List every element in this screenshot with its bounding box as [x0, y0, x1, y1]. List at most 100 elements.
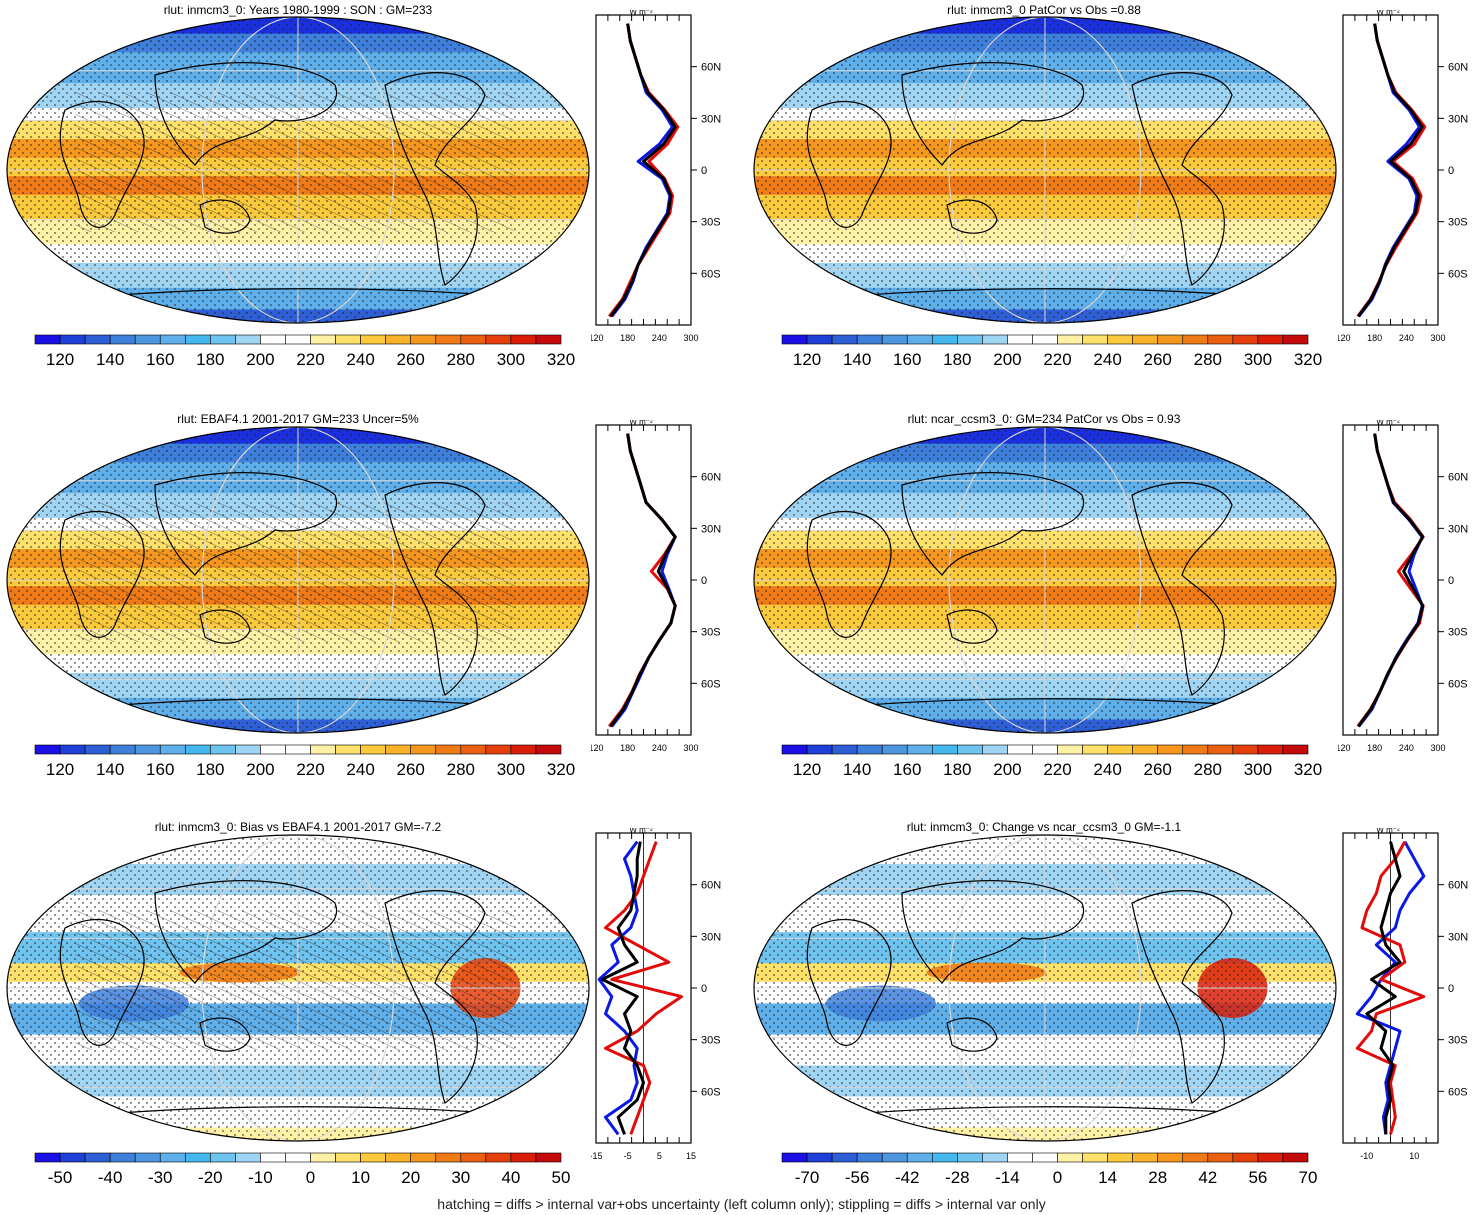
colorbar-swatch — [109, 334, 136, 345]
colorbar-swatch — [435, 334, 462, 345]
colorbar-tick-label: 40 — [501, 1168, 520, 1187]
colorbar-tick-label: 160 — [146, 350, 174, 369]
colorbar-tick-label: 320 — [1294, 350, 1322, 369]
map-panel: -70 -56 -42 -28 -14 0 14 28 42 56 70 — [753, 834, 1337, 1187]
colorbar-swatch — [1207, 1152, 1234, 1163]
colorbar-tick-label: 200 — [246, 760, 274, 779]
profile-series-blue — [1355, 840, 1426, 1135]
colorbar-swatch — [59, 744, 86, 755]
colorbar-tick-label: 260 — [1144, 350, 1172, 369]
latitude-tick-label: 30N — [1448, 113, 1468, 125]
colorbar-swatch — [1207, 334, 1234, 345]
colorbar-swatch — [460, 1152, 487, 1163]
colorbar-swatch — [1207, 744, 1234, 755]
zonal-profile: W m⁻² 60N 30N 0 30S 60S -10 10 — [1342, 828, 1468, 1161]
colorbar-swatch — [1132, 1152, 1159, 1163]
colorbar-swatch — [781, 744, 808, 755]
colorbar-swatch — [957, 744, 983, 755]
colorbar-swatch — [360, 334, 386, 345]
zonal-profile: W m⁻² 60N 30N 0 30S 60S 120 180 240 300 — [591, 10, 721, 343]
colorbar-swatch — [435, 744, 462, 755]
latitude-tick-label: 60N — [1448, 62, 1468, 74]
colorbar-swatch — [1032, 744, 1058, 755]
zonal-profile: W m⁻² 60N 30N 0 30S 60S 120 180 240 300 — [1338, 420, 1468, 753]
profile-series-red — [1356, 23, 1427, 318]
colorbar-tick-label: 240 — [346, 760, 374, 779]
colorbar-swatch — [881, 334, 908, 345]
profile-series-black — [1357, 433, 1425, 728]
colorbar-swatch — [1257, 334, 1284, 345]
colorbar-tick-label: 56 — [1248, 1168, 1267, 1187]
colorbar-swatch — [881, 744, 908, 755]
latitude-tick-label: 30S — [701, 217, 721, 229]
colorbar-swatch — [781, 334, 808, 345]
latitude-tick-label: 60S — [1448, 1086, 1468, 1098]
colorbar-swatch — [1057, 334, 1083, 345]
colorbar-swatch — [1157, 1152, 1184, 1163]
latitude-tick-label: 60S — [701, 268, 721, 280]
profile-tick-label: 180 — [620, 743, 635, 753]
colorbar-swatch — [235, 334, 261, 345]
colorbar-swatch — [1107, 334, 1133, 345]
profile-tick-label: 300 — [1430, 743, 1445, 753]
zonal-profile: W m⁻² 60N 30N 0 30S 60S -15 -5 5 15 — [591, 828, 721, 1161]
colorbar-swatch — [1032, 1152, 1058, 1163]
colorbar-tick-label: 160 — [893, 350, 921, 369]
colorbar-tick-label: 320 — [547, 760, 575, 779]
colorbar-tick-label: 300 — [497, 350, 525, 369]
colorbar-swatch — [410, 1152, 437, 1163]
map-title: rlut: inmcm3_0: Change vs ncar_ccsm3_0 G… — [906, 820, 1182, 834]
colorbar-swatch — [806, 334, 833, 345]
colorbar-tick-label: 140 — [843, 760, 871, 779]
colorbar-tick-label: 220 — [296, 760, 324, 779]
footer-caption: hatching = diffs > internal var+obs unce… — [437, 1196, 1046, 1212]
colorbar-tick-label: 240 — [346, 350, 374, 369]
colorbar-swatch — [931, 1152, 958, 1163]
profile-tick-label: 240 — [1399, 333, 1414, 343]
colorbar-tick-label: 220 — [1043, 760, 1071, 779]
colorbar-swatch — [1282, 744, 1309, 755]
latitude-tick-label: 30S — [701, 627, 721, 639]
colorbar-tick-label: 50 — [552, 1168, 571, 1187]
colorbar-tick-label: 0 — [1053, 1168, 1062, 1187]
colorbar-tick-label: 260 — [1144, 760, 1172, 779]
colorbar-swatch — [510, 744, 537, 755]
colorbar-swatch — [1232, 1152, 1259, 1163]
colorbar-tick-label: 240 — [1093, 350, 1121, 369]
colorbar-swatch — [1082, 334, 1108, 345]
profile-units-label: W m⁻² — [629, 828, 653, 835]
colorbar-swatch — [831, 334, 858, 345]
colorbar-swatch — [957, 334, 983, 345]
profile-units-label: W m⁻² — [629, 10, 653, 17]
profile-tick-label: 15 — [686, 1151, 696, 1161]
map-panel: 120 140 160 180 200 220 240 260 280 300 320 — [6, 426, 590, 779]
colorbar-swatch — [982, 334, 1008, 345]
colorbar-swatch — [385, 744, 412, 755]
profile-tick-label: 5 — [657, 1151, 662, 1161]
latitude-tick-label: 0 — [701, 983, 707, 995]
colorbar-tick-label: -10 — [248, 1168, 273, 1187]
colorbar-tick-label: 280 — [447, 760, 475, 779]
colorbar-tick-label: -42 — [895, 1168, 920, 1187]
profile-series-black — [1357, 23, 1424, 318]
colorbar-swatch — [59, 1152, 86, 1163]
profile-tick-label: 120 — [591, 333, 604, 343]
colorbar-swatch — [931, 334, 958, 345]
colorbar-swatch — [84, 334, 111, 345]
colorbar-tick-label: 140 — [96, 760, 124, 779]
colorbar-swatch — [184, 744, 211, 755]
colorbar-swatch — [260, 334, 286, 345]
colorbar-swatch — [310, 744, 336, 755]
colorbar-swatch — [210, 1152, 236, 1163]
profile-series-black — [1365, 841, 1402, 1135]
colorbar-swatch — [84, 1152, 111, 1163]
latitude-tick-label: 60S — [1448, 678, 1468, 690]
colorbar-swatch — [535, 334, 562, 345]
colorbar-tick-label: 180 — [196, 760, 224, 779]
colorbar-swatch — [410, 334, 437, 345]
profile-series-blue — [610, 433, 677, 728]
colorbar-swatch — [385, 334, 412, 345]
colorbar-tick-label: -50 — [48, 1168, 73, 1187]
zonal-profile: W m⁻² 60N 30N 0 30S 60S 120 180 240 300 — [591, 420, 721, 753]
colorbar-tick-label: 280 — [1194, 760, 1222, 779]
